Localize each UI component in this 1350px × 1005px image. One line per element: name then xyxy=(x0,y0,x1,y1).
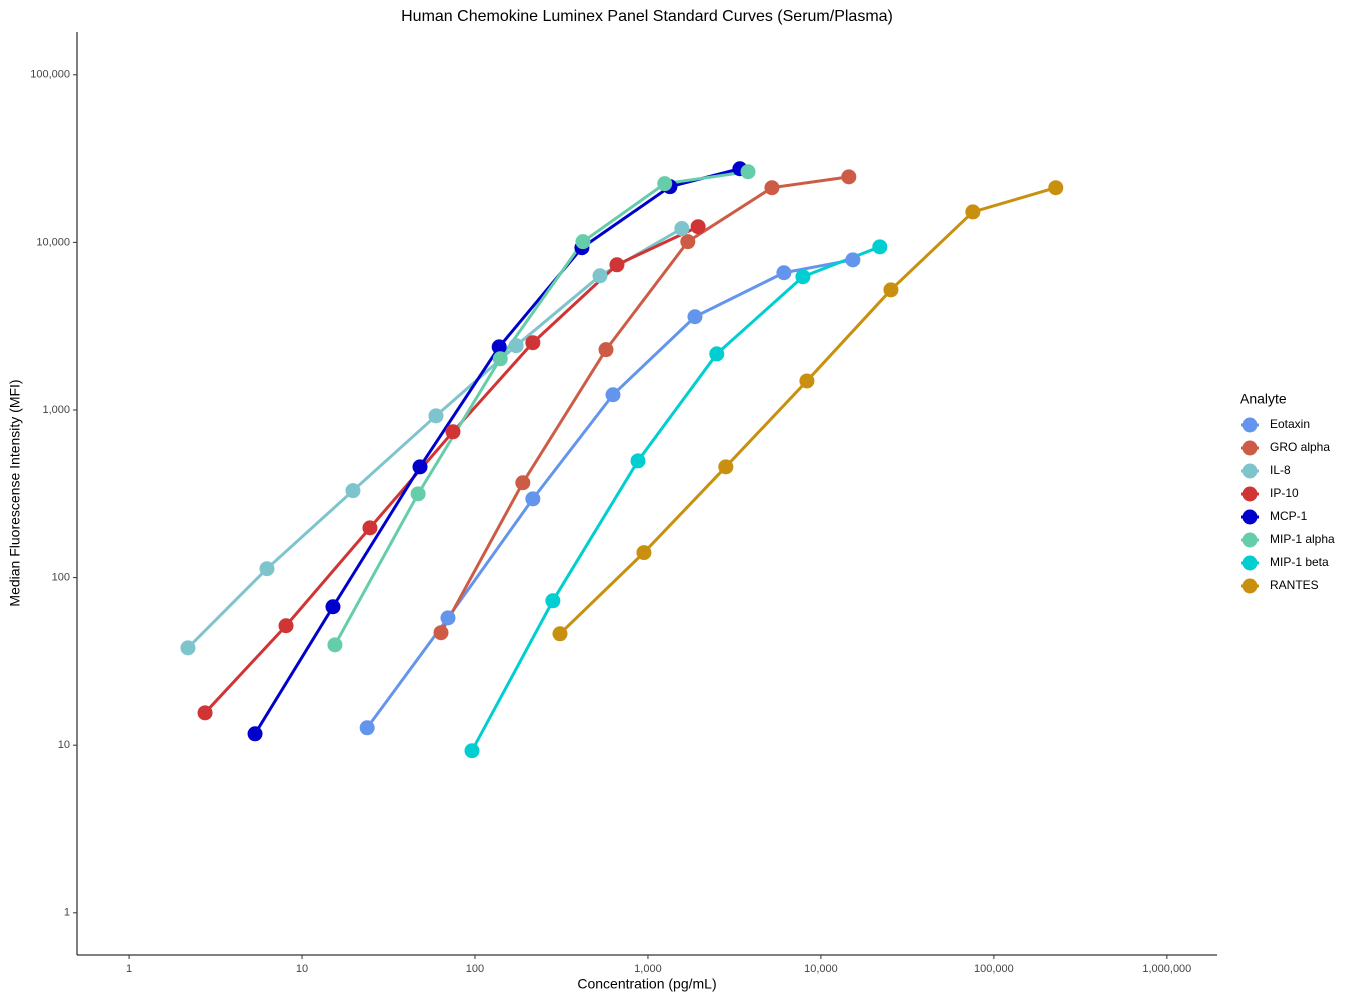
series-line xyxy=(203,225,699,714)
data-point xyxy=(359,720,375,736)
legend-marker xyxy=(1242,578,1258,594)
legend-label: GRO alpha xyxy=(1270,440,1330,454)
series-line xyxy=(470,245,881,752)
data-point xyxy=(764,180,780,196)
data-point xyxy=(680,234,696,250)
data-point xyxy=(690,219,706,235)
data-point xyxy=(362,520,378,536)
x-tick-label: 100,000 xyxy=(974,963,1014,975)
data-point xyxy=(508,338,524,354)
legend-marker xyxy=(1242,417,1258,433)
data-point xyxy=(345,483,361,499)
data-point xyxy=(278,618,294,634)
y-tick-label: 100 xyxy=(52,571,70,583)
legend-label: IP-10 xyxy=(1270,486,1299,500)
data-point xyxy=(440,610,456,626)
data-point xyxy=(428,408,444,424)
data-point xyxy=(552,626,568,642)
x-tick-label: 1,000 xyxy=(634,963,662,975)
data-point xyxy=(605,387,621,403)
series-line xyxy=(365,258,854,729)
data-point xyxy=(180,640,196,656)
data-point xyxy=(247,726,263,742)
x-tick-label: 10 xyxy=(296,963,308,975)
x-tick-label: 10,000 xyxy=(804,963,838,975)
legend-label: MCP-1 xyxy=(1270,509,1308,523)
data-point xyxy=(609,257,625,273)
data-point xyxy=(636,545,652,561)
data-point xyxy=(445,424,461,440)
legend-label: Eotaxin xyxy=(1270,417,1310,431)
data-point xyxy=(492,351,508,367)
data-point xyxy=(630,453,646,469)
legend-title: Analyte xyxy=(1240,391,1287,407)
data-point xyxy=(259,561,275,577)
series-line xyxy=(186,227,683,649)
data-point xyxy=(799,373,815,389)
data-point xyxy=(657,176,673,192)
data-point xyxy=(515,475,531,491)
data-point xyxy=(525,335,541,351)
legend-label: MIP-1 beta xyxy=(1270,555,1329,569)
data-point xyxy=(545,593,561,609)
x-tick-label: 1,000,000 xyxy=(1142,963,1191,975)
data-point xyxy=(433,625,449,641)
x-tick-label: 100 xyxy=(466,963,484,975)
legend-marker xyxy=(1242,532,1258,548)
y-tick-label: 10,000 xyxy=(36,236,70,248)
legend-marker xyxy=(1242,440,1258,456)
legend-label: RANTES xyxy=(1270,578,1319,592)
data-point xyxy=(575,234,591,250)
data-point xyxy=(525,491,541,507)
data-point xyxy=(410,486,426,502)
y-tick-label: 1,000 xyxy=(42,404,70,416)
chart-title: Human Chemokine Luminex Panel Standard C… xyxy=(401,8,893,25)
data-point xyxy=(464,743,480,759)
x-tick-label: 1 xyxy=(126,963,132,975)
data-point xyxy=(709,346,725,362)
data-point xyxy=(325,599,341,615)
y-axis-label: Median Fluorescense Intensity (MFI) xyxy=(7,379,23,606)
legend-marker xyxy=(1242,555,1258,571)
y-tick-label: 100,000 xyxy=(30,69,70,81)
series-line xyxy=(253,167,741,735)
data-point xyxy=(965,204,981,220)
data-point xyxy=(776,265,792,281)
data-point xyxy=(795,269,811,285)
series-line xyxy=(333,170,749,646)
legend-label: MIP-1 alpha xyxy=(1270,532,1335,546)
data-point xyxy=(687,309,703,325)
y-tick-label: 10 xyxy=(58,739,70,751)
data-point xyxy=(197,705,213,721)
data-point xyxy=(592,268,608,284)
data-point xyxy=(718,459,734,475)
data-point xyxy=(412,459,428,475)
legend-marker xyxy=(1242,463,1258,479)
data-point xyxy=(883,282,899,298)
data-point xyxy=(674,221,690,237)
data-point xyxy=(740,164,756,180)
data-point xyxy=(845,252,861,268)
legend-label: IL-8 xyxy=(1270,463,1291,477)
y-tick-label: 1 xyxy=(64,907,70,919)
legend-marker xyxy=(1242,486,1258,502)
x-axis-label: Concentration (pg/mL) xyxy=(577,976,716,992)
series-line xyxy=(439,175,850,634)
data-point xyxy=(327,637,343,653)
legend-marker xyxy=(1242,509,1258,525)
data-point xyxy=(598,342,614,358)
data-point xyxy=(1048,180,1064,196)
data-point xyxy=(872,239,888,255)
data-point xyxy=(491,339,507,355)
data-point xyxy=(841,169,857,185)
